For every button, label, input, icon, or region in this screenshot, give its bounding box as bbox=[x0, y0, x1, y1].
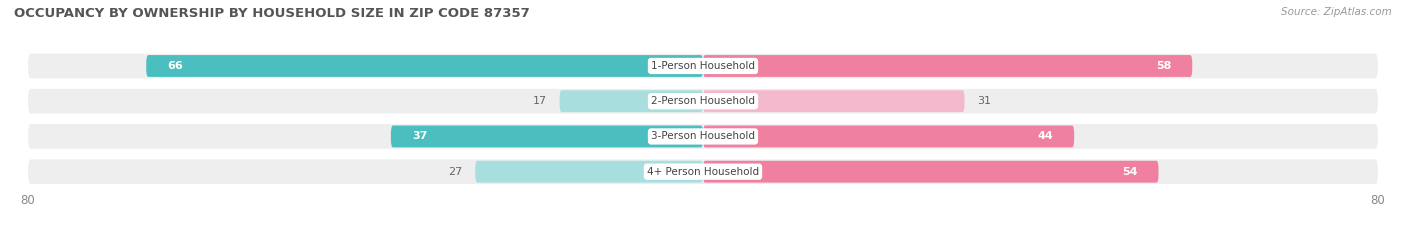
FancyBboxPatch shape bbox=[703, 90, 965, 112]
Text: 3-Person Household: 3-Person Household bbox=[651, 131, 755, 141]
Text: 37: 37 bbox=[412, 131, 427, 141]
Text: 31: 31 bbox=[977, 96, 991, 106]
Text: 2-Person Household: 2-Person Household bbox=[651, 96, 755, 106]
Text: 1-Person Household: 1-Person Household bbox=[651, 61, 755, 71]
FancyBboxPatch shape bbox=[28, 159, 1378, 184]
Text: 17: 17 bbox=[533, 96, 547, 106]
FancyBboxPatch shape bbox=[28, 54, 1378, 78]
FancyBboxPatch shape bbox=[703, 126, 1074, 147]
FancyBboxPatch shape bbox=[475, 161, 703, 183]
Text: 66: 66 bbox=[167, 61, 183, 71]
Text: 54: 54 bbox=[1122, 167, 1137, 177]
FancyBboxPatch shape bbox=[28, 124, 1378, 149]
FancyBboxPatch shape bbox=[560, 90, 703, 112]
Text: 44: 44 bbox=[1038, 131, 1053, 141]
Text: 27: 27 bbox=[449, 167, 463, 177]
FancyBboxPatch shape bbox=[28, 89, 1378, 113]
FancyBboxPatch shape bbox=[391, 126, 703, 147]
Text: 4+ Person Household: 4+ Person Household bbox=[647, 167, 759, 177]
Text: Source: ZipAtlas.com: Source: ZipAtlas.com bbox=[1281, 7, 1392, 17]
Text: OCCUPANCY BY OWNERSHIP BY HOUSEHOLD SIZE IN ZIP CODE 87357: OCCUPANCY BY OWNERSHIP BY HOUSEHOLD SIZE… bbox=[14, 7, 530, 20]
Text: 58: 58 bbox=[1156, 61, 1171, 71]
FancyBboxPatch shape bbox=[703, 55, 1192, 77]
FancyBboxPatch shape bbox=[703, 161, 1159, 183]
FancyBboxPatch shape bbox=[146, 55, 703, 77]
